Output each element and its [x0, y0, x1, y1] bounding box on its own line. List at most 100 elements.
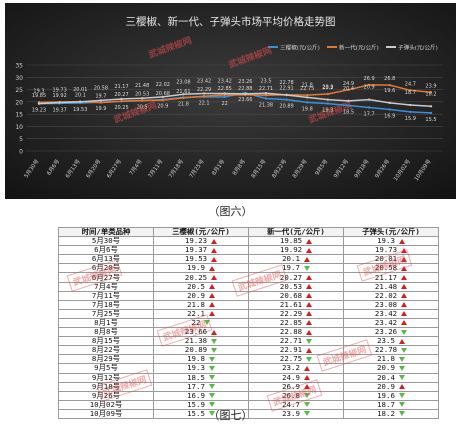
cell-sanyingjiao: 20.89 [153, 345, 249, 356]
figure-caption-seven: （图七） [208, 409, 253, 422]
data-label: 22.78 [279, 80, 293, 86]
cell-sanyingjiao: 18.5 [153, 372, 249, 383]
data-point [264, 97, 268, 100]
cell-xinyidai: 20.27 [248, 272, 344, 283]
triangle-down-icon [401, 347, 408, 353]
data-label: 22.02 [156, 82, 170, 88]
cell-xinyidai: 19.92 [248, 245, 344, 256]
cell-date: 7月25号 [58, 308, 154, 319]
triangle-down-icon [303, 393, 310, 399]
triangle-down-icon [398, 365, 405, 371]
cell-zidantou: 21.17 [343, 272, 439, 283]
triangle-up-icon [401, 293, 408, 299]
header-sanyingjiao: 三樱椒(元/公斤) [153, 226, 249, 238]
data-point [326, 102, 330, 105]
cell-xinyidai-text: 19.92 [279, 245, 303, 255]
y-tick-label: 5 [19, 136, 23, 143]
data-point [264, 93, 268, 97]
data-label: 19.3 [33, 89, 44, 95]
cell-date-text: 8月8号 [94, 327, 118, 337]
cell-zidantou-text: 20.01 [374, 254, 398, 264]
data-label: 22.71 [259, 86, 273, 92]
data-point [99, 101, 103, 104]
cell-zidantou: 23.26 [343, 327, 439, 338]
cell-zidantou-text: 19.3 [377, 236, 395, 246]
cell-zidantou: 18.7 [343, 399, 439, 410]
cell-date-text: 8月22号 [91, 345, 121, 355]
data-label: 19.6 [384, 88, 395, 94]
table-row: 7月4号 20.5 20.53 21.48 [58, 281, 439, 292]
cell-sanyingjiao-text: 19.3 [187, 363, 205, 373]
cell-sanyingjiao-text: 19.53 [184, 254, 208, 264]
legend-label: 三樱椒(元/公斤) [280, 44, 320, 52]
cell-date-text: 7月25号 [91, 309, 121, 318]
cell-xinyidai: 19.7 [248, 263, 344, 274]
cell-date: 8月29号 [58, 354, 154, 365]
data-point [367, 83, 371, 87]
cell-xinyidai: 22.88 [248, 327, 344, 338]
triangle-up-icon [401, 265, 408, 271]
data-label: 20.9 [157, 104, 168, 110]
table-row: 6月27号 20.25 20.27 21.17 [58, 272, 439, 283]
triangle-down-icon [398, 356, 405, 362]
cell-sanyingjiao: 22.1 [153, 308, 249, 319]
data-label: 19.92 [52, 93, 66, 99]
cell-xinyidai-text: 20.27 [279, 272, 303, 282]
legend-label: 子弹头(元/公斤) [398, 44, 438, 52]
data-point [244, 92, 247, 96]
cell-xinyidai-text: 22.75 [279, 354, 303, 364]
cell-sanyingjiao: 22 [153, 317, 249, 329]
triangle-up-icon [401, 247, 408, 253]
header-xinyidai: 新一代(元/公斤) [248, 226, 344, 238]
data-label: 19.9 [95, 106, 106, 112]
data-label: 19.37 [52, 107, 66, 113]
cell-xinyidai-text: 20.1 [282, 254, 300, 264]
data-label: 21.17 [114, 84, 128, 90]
cell-date: 9月18号 [58, 381, 154, 392]
triangle-down-icon [211, 347, 218, 353]
data-label: 20.9 [322, 85, 333, 91]
cell-zidantou-text: 22.02 [374, 291, 398, 300]
cell-zidantou: 20.4 [343, 372, 439, 383]
triangle-up-icon [306, 347, 313, 353]
data-point [388, 108, 391, 111]
cell-xinyidai-text: 22.29 [279, 309, 303, 318]
y-tick-label: 30 [15, 75, 23, 82]
data-label: 23.42 [218, 78, 232, 84]
triangle-up-icon [401, 275, 408, 281]
cell-xinyidai-text: 20.53 [279, 282, 303, 291]
data-label: 19.85 [32, 93, 46, 99]
table-row: 9月12号 18.5 24.9 20.4 [58, 372, 439, 383]
data-point [326, 92, 330, 96]
cell-date: 6月20号 [58, 263, 154, 274]
cell-zidantou-text: 20.4 [377, 373, 395, 382]
chart-svg: 0 5 10 15 20 25 30 35 三樱椒、新一代、子弹头市场平均价格走势图三樱椒(元/… [5, 3, 456, 199]
data-label: 21.61 [176, 89, 190, 95]
table-row: 10月09号 15.5 23.9 18.2 [58, 408, 439, 419]
data-point [347, 104, 350, 107]
cell-sanyingjiao-text: 21.38 [184, 336, 208, 346]
cell-sanyingjiao-text: 15.5 [187, 409, 205, 418]
cell-sanyingjiao-text: 22 [191, 318, 201, 327]
cell-sanyingjiao-text: 16.9 [187, 391, 205, 400]
cell-xinyidai-text: 21.61 [279, 300, 303, 309]
price-table: 时间/单类品种 三樱椒(元/公斤) 新一代(元/公斤) 子弹头(元/公斤) 5月… [58, 226, 439, 419]
data-point [182, 93, 185, 96]
cell-sanyingjiao: 19.53 [153, 254, 249, 265]
data-label: 23.42 [197, 78, 211, 84]
cell-date-text: 8月1号 [94, 318, 118, 327]
data-label: 20.01 [73, 87, 87, 93]
y-tick-label: 15 [15, 112, 23, 119]
cell-date: 9月12号 [58, 372, 154, 383]
cell-sanyingjiao-text: 22.1 [187, 309, 205, 318]
data-label: 19.23 [32, 108, 46, 114]
data-label: 20.68 [156, 91, 170, 97]
cell-zidantou: 19.6 [343, 390, 439, 401]
cell-xinyidai: 22.85 [248, 317, 344, 329]
cell-date-text: 7月11号 [91, 291, 121, 300]
cell-xinyidai-text: 19.7 [282, 263, 300, 273]
cell-date: 7月18号 [58, 299, 154, 310]
cell-xinyidai: 22.75 [248, 354, 344, 365]
cell-sanyingjiao-text: 21.8 [187, 300, 205, 309]
triangle-down-icon [208, 393, 215, 399]
